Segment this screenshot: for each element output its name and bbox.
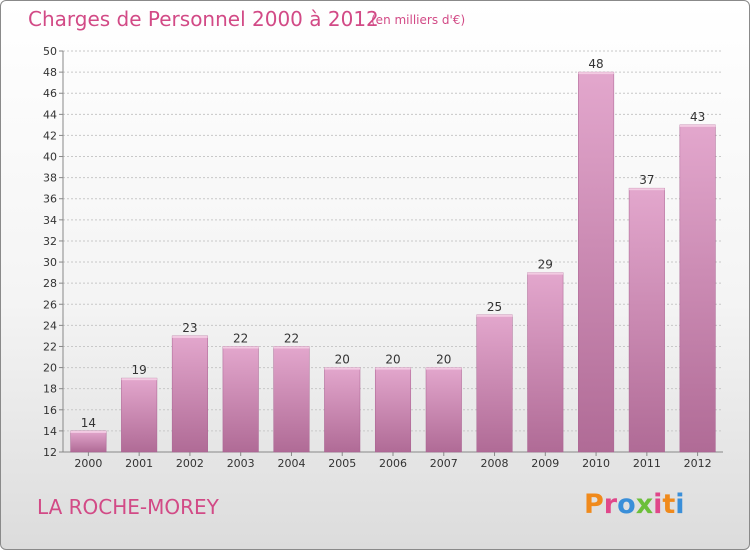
y-tick-label: 12 [43,446,57,459]
y-tick-label: 22 [43,340,57,353]
x-tick-label: 2007 [430,457,458,470]
proxiti-logo[interactable]: Proxiti [584,489,685,520]
bar-top-edge [121,378,157,381]
logo-letter: i [653,489,663,520]
y-tick-label: 20 [43,362,57,375]
value-label: 37 [639,173,654,187]
bar-top-edge [172,335,208,338]
place-name: LA ROCHE-MOREY [37,495,219,519]
y-tick-label: 18 [43,383,57,396]
value-label: 20 [385,353,400,367]
y-tick-label: 34 [43,214,57,227]
y-tick-label: 24 [43,319,57,332]
bar-2008 [476,314,513,453]
y-tick-label: 36 [43,193,57,206]
bars [70,71,716,453]
value-label: 29 [538,258,553,272]
y-tick-label: 32 [43,235,57,248]
bar-top-edge [629,188,665,191]
bar-2011 [628,187,665,453]
x-tick-label: 2009 [531,457,559,470]
bar-top-edge [375,367,411,370]
x-tick-label: 2000 [74,457,102,470]
logo-letter: P [584,489,604,520]
bar-2001 [121,377,158,453]
value-label: 48 [588,57,603,71]
y-tick-label: 28 [43,277,57,290]
y-tick-label: 44 [43,108,57,121]
y-tick-label: 30 [43,256,57,269]
x-tick-label: 2010 [582,457,610,470]
bar-top-edge [70,430,107,433]
bar-2005 [324,367,361,453]
bar-top-edge [324,367,360,370]
bar-2006 [374,367,412,453]
bar-2009 [527,272,564,453]
logo-letter: x [635,489,654,520]
y-tick-label: 40 [43,151,57,164]
bar-top-edge [273,346,310,349]
x-tick-label: 2002 [176,457,204,470]
y-tick-label: 42 [43,129,57,142]
y-tick-label: 14 [43,425,57,438]
chart-subtitle: (en milliers d'€) [371,13,466,27]
chart-title: Charges de Personnel 2000 à 2012 [28,7,379,31]
logo-letter: i [675,489,685,520]
bar-2002 [171,335,208,453]
value-label: 22 [284,331,299,345]
value-label: 23 [182,321,197,335]
logo-letter: r [603,489,618,520]
x-tick-label: 2001 [125,457,153,470]
x-tick-label: 2003 [227,457,255,470]
value-label: 43 [690,110,705,124]
bar-2012 [679,124,716,453]
value-label: 25 [487,300,502,314]
value-label: 22 [233,331,248,345]
bar-2003 [222,346,259,453]
y-tick-label: 16 [43,404,57,417]
y-tick-label: 46 [43,87,57,100]
bar-2000 [70,430,107,453]
bar-top-edge [578,72,614,75]
labels: 12 14 16 18 20 22 24 26 28 30 32 34 36 38 40 42 44 46 48 50… [43,45,712,470]
bar-top-edge [222,346,259,349]
bar-2007 [425,367,462,453]
bar-top-edge [426,367,462,370]
bar-top-edge [679,124,716,127]
bar-top-edge [527,272,564,275]
y-tick-label: 38 [43,172,57,185]
y-tick-label: 48 [43,66,57,79]
value-label: 14 [81,416,96,430]
x-tick-label: 2008 [481,457,509,470]
y-tick-label: 26 [43,298,57,311]
value-label: 20 [335,353,350,367]
x-tick-label: 2006 [379,457,407,470]
x-tick-label: 2005 [328,457,356,470]
bar-2004 [273,346,310,453]
y-tick-label: 50 [43,45,57,58]
bar-top-edge [476,314,513,317]
bar-2010 [578,71,615,453]
x-tick-label: 2012 [684,457,712,470]
logo-letter: o [617,489,636,520]
logo-letter: t [662,489,676,520]
x-tick-label: 2004 [277,457,305,470]
value-label: 19 [132,363,147,377]
value-label: 20 [436,353,451,367]
x-tick-label: 2011 [633,457,661,470]
